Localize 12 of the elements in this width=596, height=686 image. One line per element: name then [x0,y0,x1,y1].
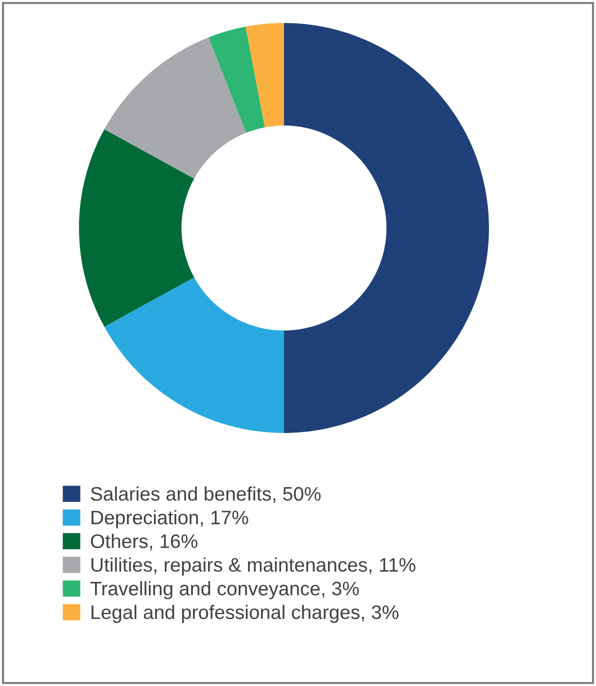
legend-label: Utilities, repairs & maintenances, 11% [92,557,416,576]
legend-label: Legal and professional charges, 3% [92,604,398,623]
donut-slice [104,277,284,433]
legend-label: Others, 16% [90,534,198,550]
legend-label: Depreciation, 17% [92,510,248,528]
legend-label: Travelling and conveyance, 3% [90,581,359,600]
donut-slice [284,23,489,433]
donut-slice [246,23,284,128]
donut-slice [208,26,265,133]
legend-label: Salaries and benefits, 50% [90,486,321,504]
donut-slice [79,129,194,327]
donut-slice [104,37,246,179]
